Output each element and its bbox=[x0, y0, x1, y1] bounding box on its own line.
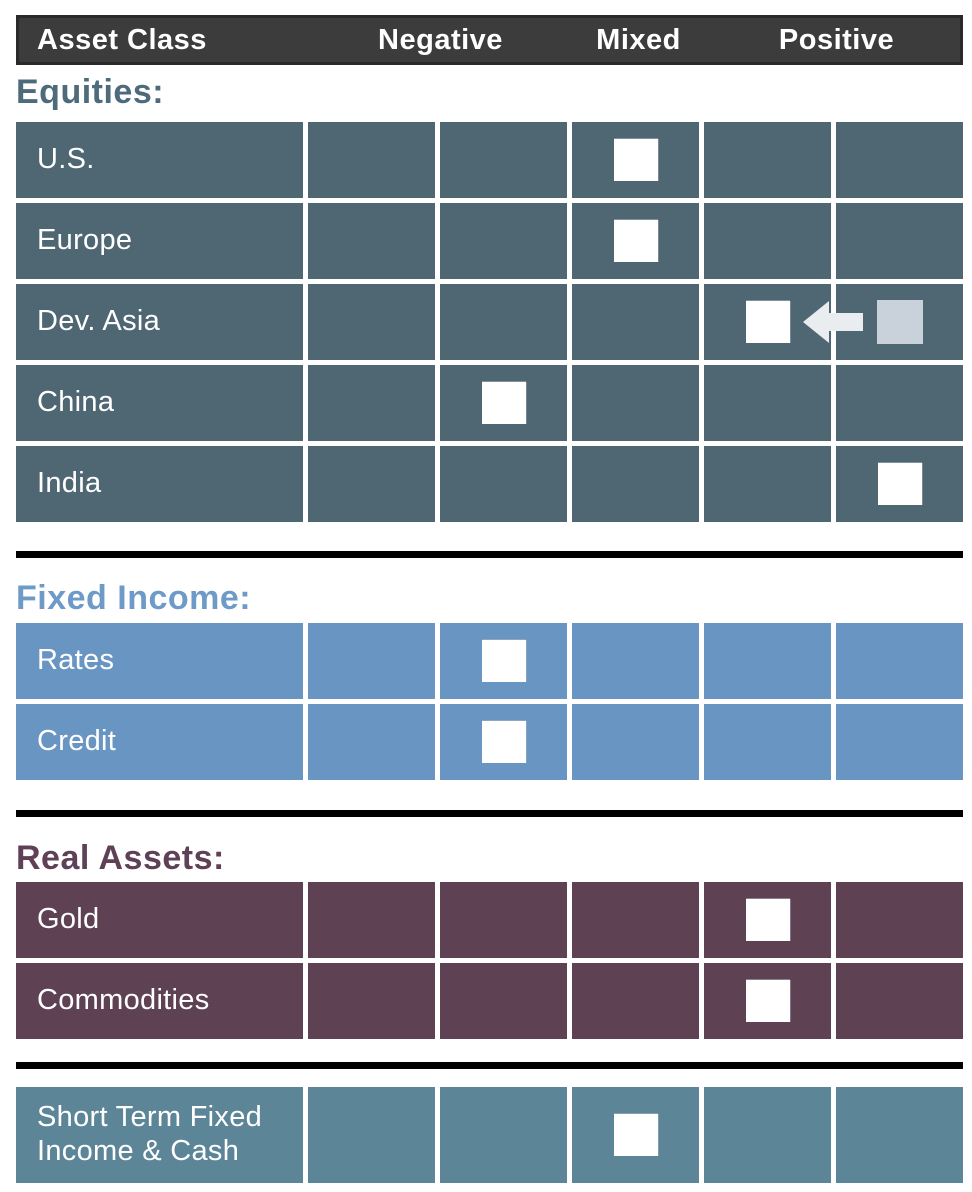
rating-cell bbox=[836, 446, 963, 522]
rating-cell bbox=[836, 704, 963, 780]
section-real-assets: Real Assets: Gold Commodities bbox=[16, 838, 963, 1039]
row-short-term-fixed-income-cash: Short Term Fixed Income & Cash bbox=[16, 1087, 963, 1183]
rating-cell bbox=[440, 882, 567, 958]
rating-cell bbox=[836, 365, 963, 441]
section-divider bbox=[16, 1062, 963, 1069]
rating-cell bbox=[836, 203, 963, 279]
row-gold: Gold bbox=[16, 882, 963, 958]
column-header-mixed: Mixed bbox=[596, 23, 681, 56]
row-label: Dev. Asia bbox=[16, 284, 303, 360]
section-heading-real-assets: Real Assets: bbox=[16, 839, 225, 877]
rating-cell bbox=[836, 122, 963, 198]
rating-cell bbox=[308, 284, 435, 360]
rating-cell bbox=[704, 446, 831, 522]
rating-cell bbox=[836, 882, 963, 958]
rating-cell bbox=[704, 623, 831, 699]
rating-cell bbox=[572, 284, 699, 360]
change-left-arrow-icon bbox=[801, 298, 865, 346]
rating-marker bbox=[481, 382, 526, 424]
rating-cell bbox=[440, 122, 567, 198]
header-bar: Asset Class Negative Mixed Positive bbox=[16, 15, 963, 65]
row-label: India bbox=[16, 446, 303, 522]
column-header-negative: Negative bbox=[378, 23, 503, 56]
rating-cell bbox=[572, 963, 699, 1039]
rating-cell bbox=[308, 623, 435, 699]
rating-marker bbox=[745, 980, 790, 1022]
section-heading-equities: Equities: bbox=[16, 73, 165, 111]
rating-cell bbox=[572, 365, 699, 441]
row-rates: Rates bbox=[16, 623, 963, 699]
rating-cell bbox=[308, 122, 435, 198]
section-divider bbox=[16, 551, 963, 558]
rating-cell bbox=[308, 704, 435, 780]
rating-cell bbox=[572, 122, 699, 198]
rating-cell bbox=[572, 623, 699, 699]
rating-cell bbox=[440, 1087, 567, 1183]
rating-cell bbox=[572, 1087, 699, 1183]
rating-marker bbox=[613, 220, 658, 262]
rating-cell bbox=[308, 203, 435, 279]
rating-cell bbox=[440, 284, 567, 360]
section-divider bbox=[16, 810, 963, 817]
section-heading-fixed-income: Fixed Income: bbox=[16, 579, 252, 617]
rating-cell bbox=[572, 882, 699, 958]
row-label: Short Term Fixed Income & Cash bbox=[16, 1087, 303, 1183]
rating-cell bbox=[440, 365, 567, 441]
rating-cell bbox=[572, 203, 699, 279]
rating-cell bbox=[704, 882, 831, 958]
row-label: China bbox=[16, 365, 303, 441]
row-label: Rates bbox=[16, 623, 303, 699]
rating-cell bbox=[704, 963, 831, 1039]
row-dev-asia: Dev. Asia bbox=[16, 284, 963, 360]
rating-cell bbox=[308, 963, 435, 1039]
row-china: China bbox=[16, 365, 963, 441]
rating-marker bbox=[745, 301, 790, 343]
rating-cell bbox=[308, 1087, 435, 1183]
rating-cell bbox=[572, 446, 699, 522]
rating-marker bbox=[877, 463, 922, 505]
rating-cell bbox=[440, 704, 567, 780]
rating-cell bbox=[440, 446, 567, 522]
rating-cell bbox=[440, 203, 567, 279]
rating-marker bbox=[481, 721, 526, 763]
rating-cell bbox=[704, 203, 831, 279]
rating-cell bbox=[836, 623, 963, 699]
rating-cell bbox=[572, 704, 699, 780]
row-credit: Credit bbox=[16, 704, 963, 780]
row-europe: Europe bbox=[16, 203, 963, 279]
row-commodities: Commodities bbox=[16, 963, 963, 1039]
column-header-positive: Positive bbox=[778, 23, 895, 56]
rating-cell bbox=[308, 882, 435, 958]
rating-marker bbox=[613, 139, 658, 181]
rating-cell bbox=[440, 963, 567, 1039]
previous-rating-marker bbox=[876, 300, 923, 344]
rating-marker bbox=[745, 899, 790, 941]
row-label: Credit bbox=[16, 704, 303, 780]
rating-cell bbox=[704, 1087, 831, 1183]
rating-marker bbox=[613, 1114, 658, 1156]
rating-cell bbox=[308, 365, 435, 441]
section-short-term: Short Term Fixed Income & Cash bbox=[16, 1087, 963, 1183]
row-label: Commodities bbox=[16, 963, 303, 1039]
column-header-asset-class: Asset Class bbox=[37, 23, 207, 56]
rating-cell bbox=[836, 963, 963, 1039]
rating-cell bbox=[704, 122, 831, 198]
rating-cell bbox=[704, 704, 831, 780]
section-equities: Equities: U.S. Europe Dev. Asia bbox=[16, 72, 963, 522]
rating-cell bbox=[836, 1087, 963, 1183]
rating-marker bbox=[481, 640, 526, 682]
row-india: India bbox=[16, 446, 963, 522]
row-label: Europe bbox=[16, 203, 303, 279]
rating-cell bbox=[704, 365, 831, 441]
row-label: U.S. bbox=[16, 122, 303, 198]
rating-cell bbox=[440, 623, 567, 699]
rating-cell bbox=[308, 446, 435, 522]
row-us: U.S. bbox=[16, 122, 963, 198]
row-label: Gold bbox=[16, 882, 303, 958]
section-fixed-income: Fixed Income: Rates Credit bbox=[16, 578, 963, 780]
